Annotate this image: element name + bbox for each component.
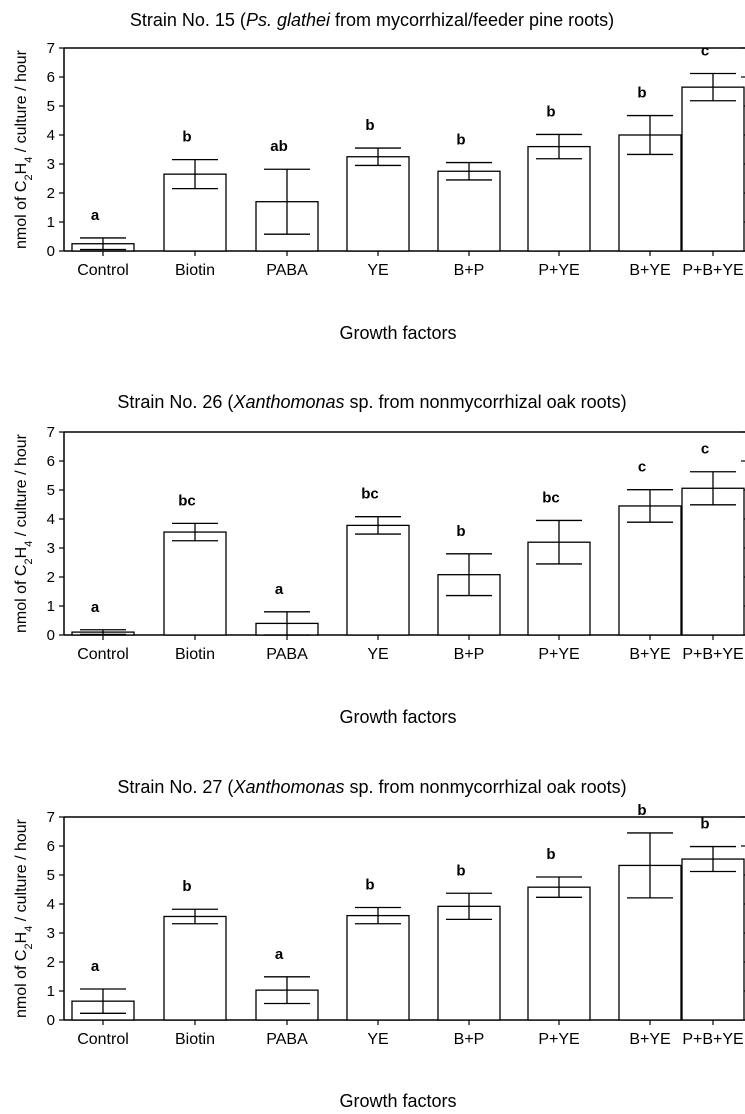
- significance-letter: b: [637, 802, 646, 819]
- significance-letter: b: [546, 103, 555, 120]
- y-tick-label: 4: [47, 896, 55, 913]
- chart-title: Strain No. 26 (Xanthomonas sp. from nonm…: [117, 392, 626, 412]
- x-tick-label: Control: [77, 1031, 129, 1048]
- x-tick-label: B+YE: [629, 1031, 670, 1048]
- significance-letter: b: [365, 117, 374, 134]
- significance-letter: b: [700, 816, 709, 833]
- significance-letter: b: [546, 846, 555, 863]
- bar: [681, 86, 745, 252]
- bar: [527, 145, 591, 252]
- y-tick-label: 5: [47, 98, 55, 115]
- x-tick-label: PABA: [266, 1031, 308, 1048]
- significance-letter: a: [91, 958, 100, 975]
- x-tick-label: Control: [77, 262, 129, 279]
- bar: [437, 170, 501, 252]
- significance-letter: bc: [178, 492, 196, 509]
- y-tick-label: 2: [47, 185, 55, 202]
- y-tick-label: 1: [47, 983, 55, 1000]
- bar: [681, 858, 745, 1021]
- x-tick-label: PABA: [266, 262, 308, 279]
- chart-title: Strain No. 27 (Xanthomonas sp. from nonm…: [117, 777, 626, 797]
- x-tick-label: B+P: [454, 1031, 485, 1048]
- x-tick-label: Biotin: [175, 646, 215, 663]
- bar: [437, 905, 501, 1021]
- x-axis-label: Growth factors: [339, 1091, 456, 1111]
- significance-letter: b: [365, 876, 374, 893]
- y-tick-label: 4: [47, 127, 55, 144]
- y-tick-label: 5: [47, 482, 55, 499]
- y-tick-label: 6: [47, 453, 55, 470]
- significance-letter: c: [701, 43, 709, 60]
- y-tick-label: 6: [47, 838, 55, 855]
- chart-title: Strain No. 15 (Ps. glathei from mycorrhi…: [130, 10, 614, 30]
- y-axis-label: nmol of C2H4 / culture / hour: [13, 49, 35, 249]
- bar: [163, 915, 227, 1021]
- x-tick-label: Biotin: [175, 262, 215, 279]
- significance-letter: ab: [270, 138, 288, 155]
- significance-letter: b: [182, 878, 191, 895]
- y-tick-label: 3: [47, 925, 55, 942]
- x-axis-label: Growth factors: [339, 707, 456, 727]
- significance-letter: c: [638, 459, 646, 476]
- x-tick-label: PABA: [266, 646, 308, 663]
- significance-letter: a: [275, 946, 284, 963]
- y-tick-label: 1: [47, 598, 55, 615]
- bar: [681, 487, 745, 636]
- x-tick-label: B+YE: [629, 646, 670, 663]
- x-tick-label: B+P: [454, 262, 485, 279]
- y-tick-label: 2: [47, 954, 55, 971]
- y-tick-label: 1: [47, 214, 55, 231]
- x-tick-label: YE: [367, 1031, 388, 1048]
- bar: [346, 524, 410, 636]
- significance-letter: a: [91, 599, 100, 616]
- significance-letter: bc: [361, 486, 379, 503]
- x-tick-label: YE: [367, 646, 388, 663]
- x-tick-label: B+YE: [629, 262, 670, 279]
- chart-panel-1: Strain No. 15 (Ps. glathei from mycorrhi…: [13, 10, 745, 343]
- y-tick-label: 7: [47, 809, 55, 826]
- y-tick-label: 7: [47, 424, 55, 441]
- y-tick-label: 3: [47, 540, 55, 557]
- significance-letter: a: [91, 207, 100, 224]
- significance-letter: b: [182, 129, 191, 146]
- y-tick-label: 7: [47, 40, 55, 57]
- chart-panel-2: Strain No. 26 (Xanthomonas sp. from nonm…: [13, 392, 745, 727]
- x-axis-label: Growth factors: [339, 323, 456, 343]
- x-tick-label: P+B+YE: [682, 646, 743, 663]
- y-tick-label: 4: [47, 511, 55, 528]
- bar: [527, 886, 591, 1021]
- y-axis-label: nmol of C2H4 / culture / hour: [13, 433, 35, 633]
- significance-letter: b: [637, 85, 646, 102]
- significance-letter: b: [456, 862, 465, 879]
- y-axis-label: nmol of C2H4 / culture / hour: [13, 818, 35, 1018]
- x-tick-label: P+YE: [538, 1031, 579, 1048]
- x-tick-label: P+B+YE: [682, 1031, 743, 1048]
- significance-letter: a: [275, 581, 284, 598]
- bar: [346, 156, 410, 252]
- x-tick-label: P+YE: [538, 262, 579, 279]
- x-tick-label: P+YE: [538, 646, 579, 663]
- bar: [346, 914, 410, 1021]
- x-tick-label: Biotin: [175, 1031, 215, 1048]
- x-tick-label: YE: [367, 262, 388, 279]
- y-tick-label: 2: [47, 569, 55, 586]
- significance-letter: b: [456, 523, 465, 540]
- x-tick-label: Control: [77, 646, 129, 663]
- y-tick-label: 0: [47, 1012, 55, 1029]
- x-tick-label: P+B+YE: [682, 262, 743, 279]
- x-tick-label: B+P: [454, 646, 485, 663]
- y-tick-label: 3: [47, 156, 55, 173]
- chart-panel-3: Strain No. 27 (Xanthomonas sp. from nonm…: [13, 777, 745, 1111]
- bar: [163, 531, 227, 636]
- y-tick-label: 6: [47, 69, 55, 86]
- significance-letter: b: [456, 132, 465, 149]
- y-tick-label: 5: [47, 867, 55, 884]
- significance-letter: bc: [542, 489, 560, 506]
- y-tick-label: 0: [47, 627, 55, 644]
- significance-letter: c: [701, 441, 709, 458]
- bar: [618, 505, 682, 636]
- y-tick-label: 0: [47, 243, 55, 260]
